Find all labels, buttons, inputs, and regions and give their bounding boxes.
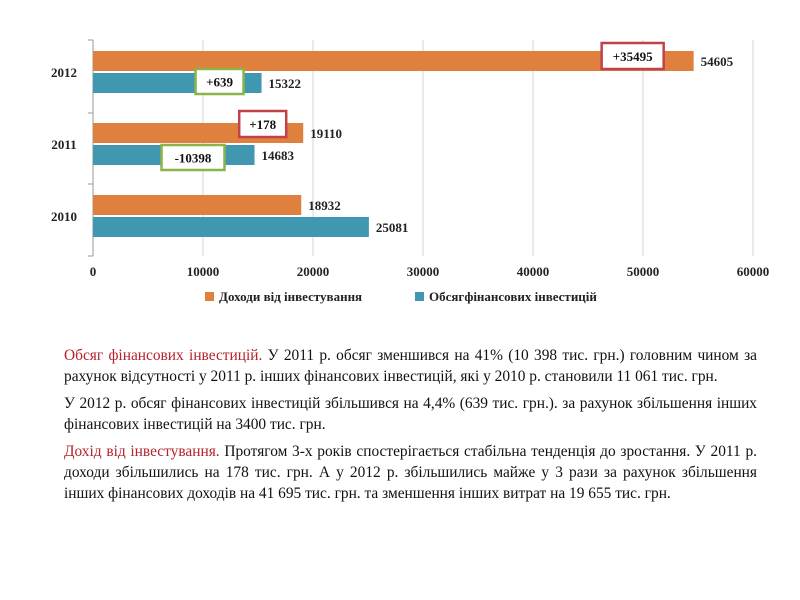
legend-income-swatch <box>205 292 214 301</box>
x-tick-label: 10000 <box>187 264 220 279</box>
data-label: 25081 <box>376 220 409 235</box>
x-tick-label: 50000 <box>627 264 660 279</box>
data-label: 54605 <box>701 54 734 69</box>
x-tick-label: 40000 <box>517 264 550 279</box>
text-block: Обсяг фінансових інвестицій. У 2011 р. о… <box>64 346 757 511</box>
paragraph-2012-investments: У 2012 р. обсяг фінансових інвестицій зб… <box>64 395 757 433</box>
category-label: 2010 <box>51 209 77 224</box>
annotation-label: +35495 <box>613 49 653 64</box>
paragraph-financial-investments: Обсяг фінансових інвестицій. У 2011 р. о… <box>64 346 757 387</box>
x-tick-label: 0 <box>90 264 97 279</box>
financial-investments-text: У 2011 р. обсяг зменшився на 41% (10 398… <box>64 347 758 385</box>
annotation-label: -10398 <box>175 151 212 166</box>
data-label: 14683 <box>262 148 295 163</box>
annotation-box <box>600 41 665 71</box>
legend-investments-label: Обсягфінансових інвестицій <box>429 289 597 304</box>
investment-income-text: Протягом 3-х років спостерігається стабі… <box>64 443 757 502</box>
financial-investments-heading: Обсяг фінансових інвестицій. <box>64 347 263 364</box>
data-label: 15322 <box>269 76 302 91</box>
annotation-box <box>237 109 288 139</box>
bar-income <box>93 51 694 71</box>
investment-chart: 0 10000 20000 30000 40000 50000 60000 2010 18932… <box>51 39 770 304</box>
x-tick-label: 60000 <box>737 264 770 279</box>
category-label: 2011 <box>51 137 76 152</box>
legend-income-label: Доходи від інвестування <box>219 289 362 304</box>
bar-investments <box>93 217 369 237</box>
annotation-box <box>194 67 245 96</box>
annotation-box <box>160 143 226 172</box>
data-label: 18932 <box>308 198 341 213</box>
chart-svg: 0 10000 20000 30000 40000 50000 60000 2010 18932… <box>51 39 770 304</box>
legend-investments-swatch <box>415 292 424 301</box>
x-tick-label: 20000 <box>297 264 330 279</box>
bar-income <box>93 195 302 215</box>
category-label: 2012 <box>51 65 77 80</box>
annotation-label: +178 <box>249 117 276 132</box>
annotation-label: +639 <box>206 75 233 90</box>
paragraph-investment-income: Дохід від інвестування. Протягом 3-х рок… <box>64 442 757 504</box>
investment-income-heading: Дохід від інвестування. <box>64 443 220 461</box>
x-tick-label: 30000 <box>407 264 440 279</box>
data-label: 19110 <box>310 126 342 141</box>
